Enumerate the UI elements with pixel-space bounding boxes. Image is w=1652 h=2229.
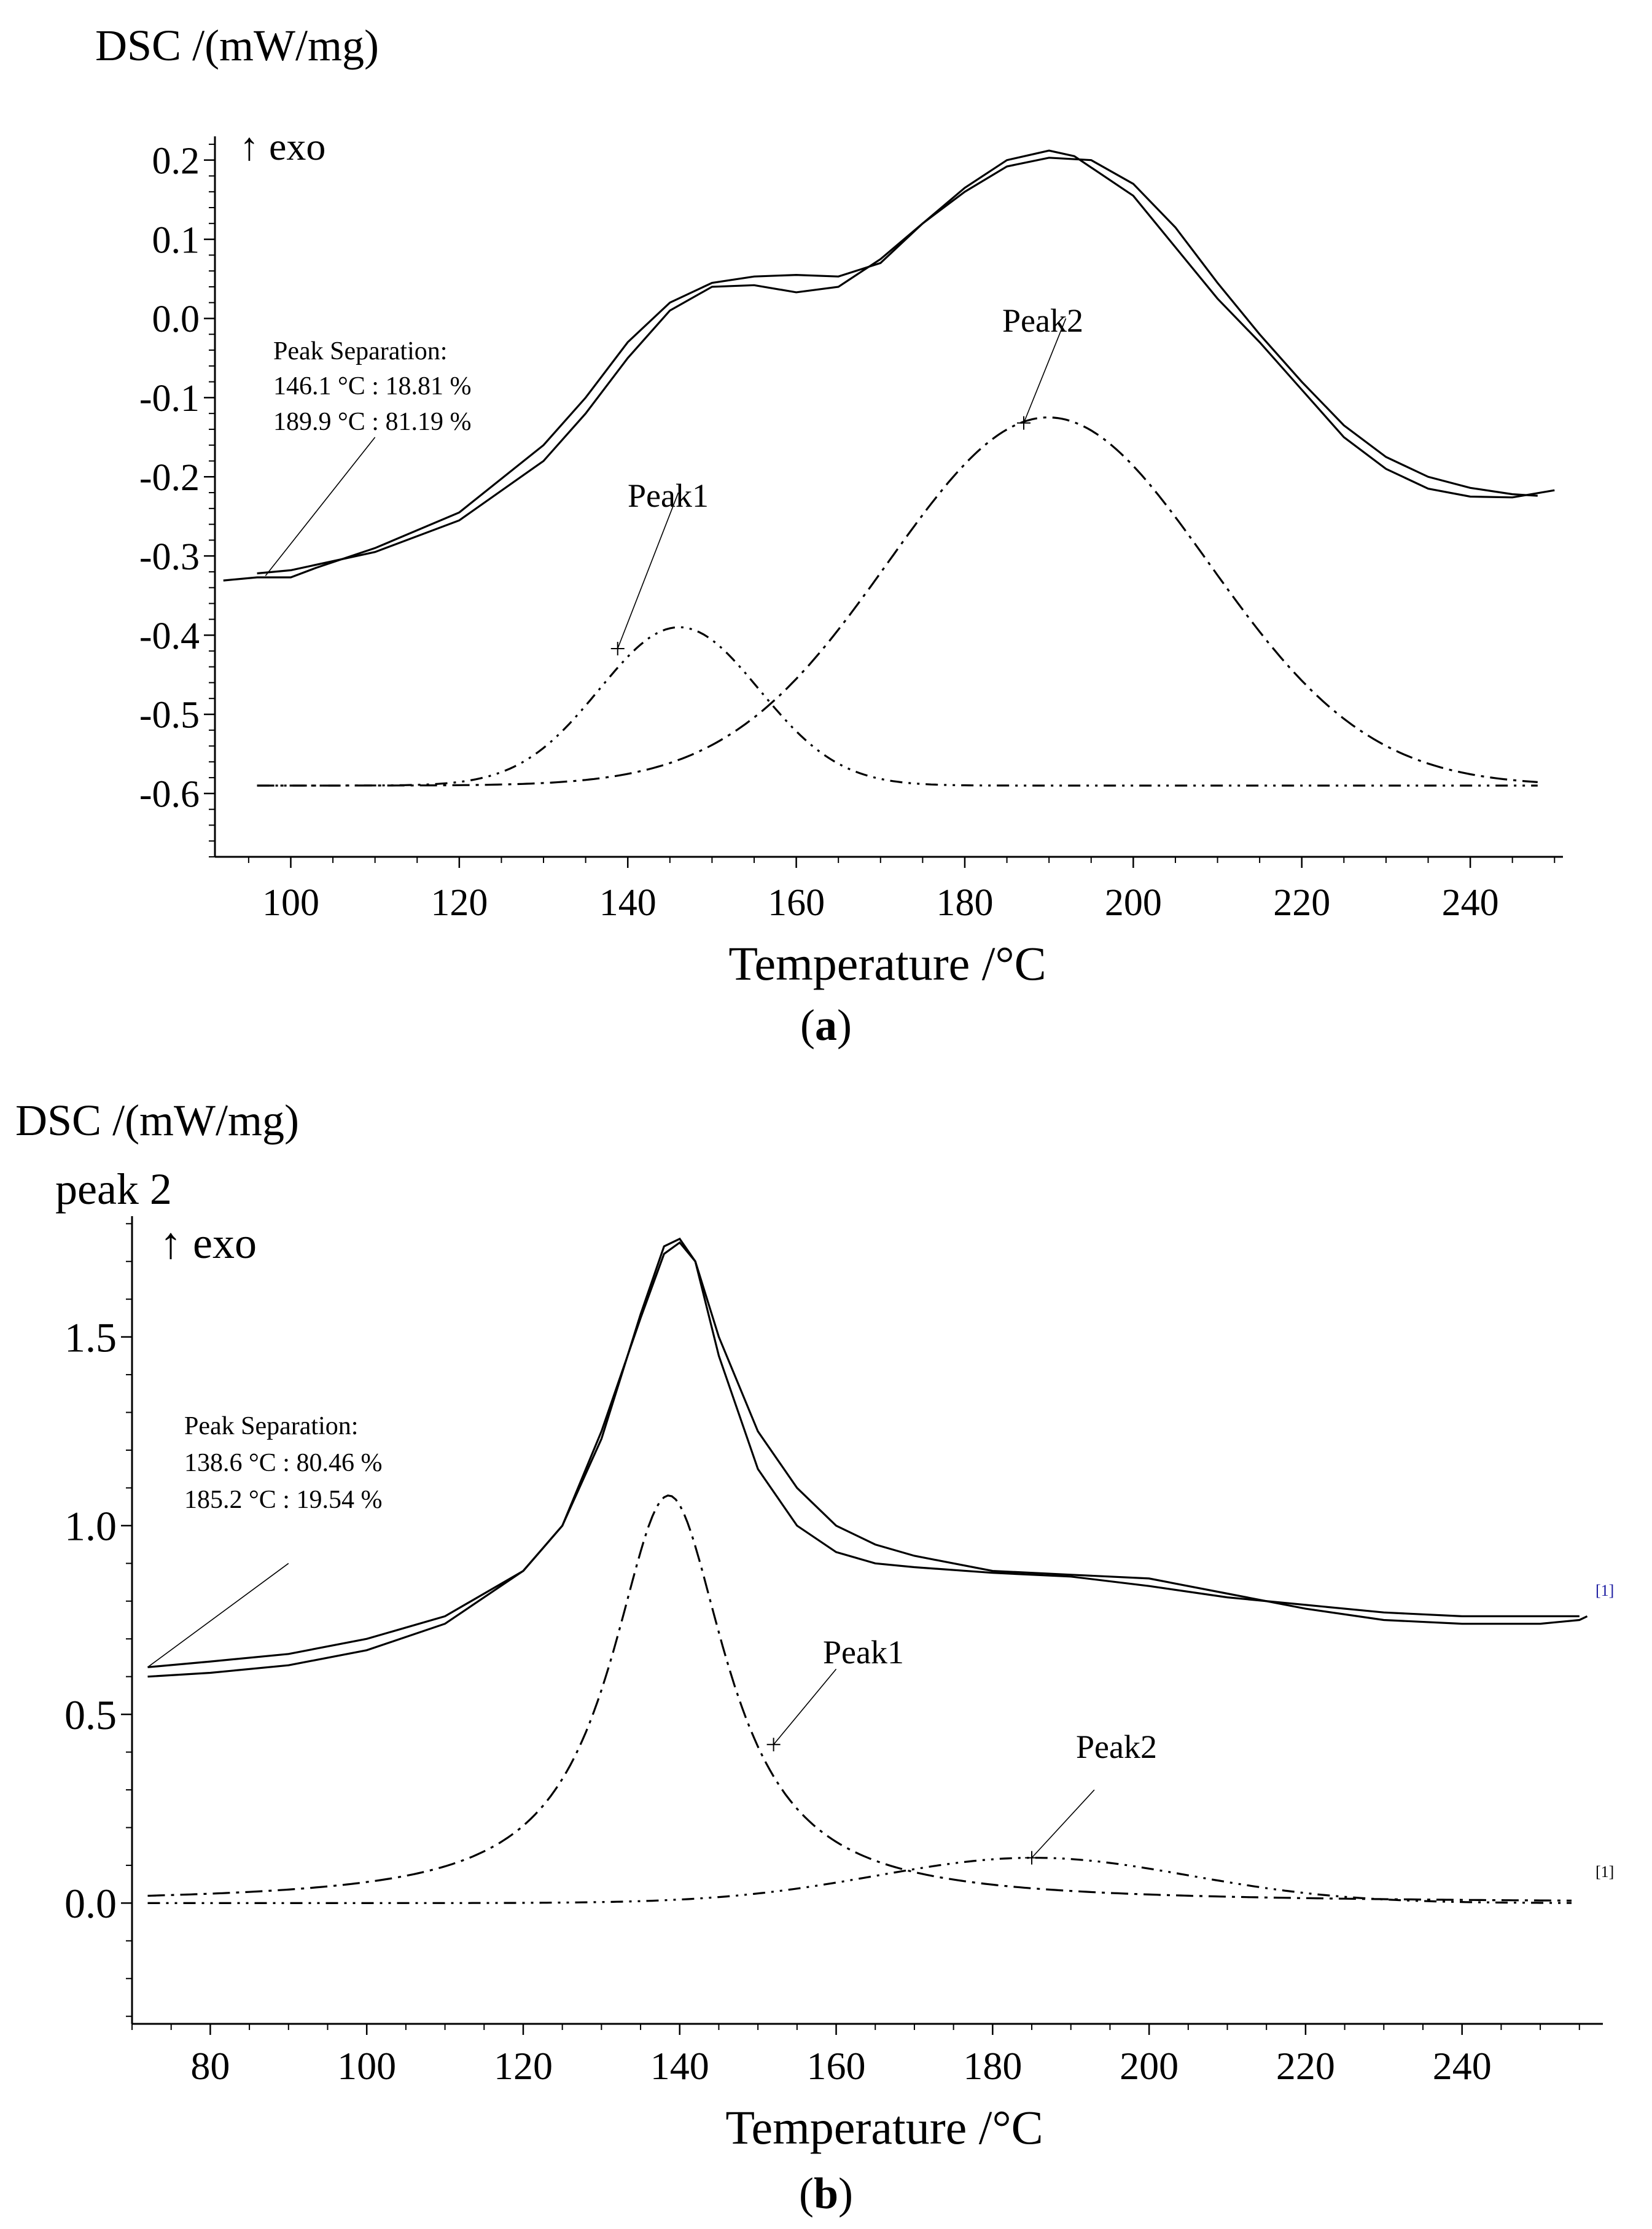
panel-a-peak-separation-box: Peak Separation: 146.1 °C : 18.81 % 189.… (273, 337, 471, 436)
y-tick-label: 0.0 (152, 299, 200, 340)
panel-a-peak1-label: Peak1 (628, 477, 709, 514)
y-tick-label: 0.0 (64, 1880, 117, 1927)
x-tick-label: 240 (1433, 2044, 1492, 2088)
y-tick-label: -0.6 (139, 774, 200, 816)
series-peak1 (147, 1494, 1572, 1902)
y-tick-label: -0.2 (139, 457, 200, 499)
panel-b-y-axis-title: DSC /(mW/mg) (15, 1096, 299, 1145)
x-tick-label: 140 (599, 882, 657, 924)
series-measured (223, 149, 1555, 582)
y-tick-label: 0.1 (152, 219, 200, 261)
y-tick-label: 0.5 (64, 1692, 117, 1738)
leader-line-peak2 (1023, 318, 1067, 423)
x-tick-label: 160 (768, 882, 825, 924)
series-fit (147, 1237, 1580, 1668)
series-fit (257, 157, 1538, 575)
x-tick-label: 220 (1273, 882, 1330, 924)
panel-b-peak2-label: Peak2 (1076, 1728, 1157, 1765)
panel-b-x-axis-title: Temperature /°C (725, 2101, 1043, 2154)
leader-line-peak1 (617, 492, 679, 649)
series-peak2 (257, 416, 1538, 787)
y-tick-label: -0.3 (139, 536, 200, 578)
x-tick-label: 200 (1105, 882, 1162, 924)
series-peak1 (257, 626, 1538, 787)
y-tick-label: 1.5 (64, 1314, 117, 1360)
panel-a-annotation-line-2: 189.9 °C : 81.19 % (273, 408, 471, 436)
x-tick-label: 220 (1276, 2044, 1335, 2088)
panel-b-caption-letter: b (814, 2169, 838, 2218)
y-tick-label: -0.1 (139, 378, 200, 420)
y-tick-label: -0.5 (139, 695, 200, 736)
x-tick-label: 120 (494, 2044, 553, 2088)
series-peak2 (147, 1857, 1572, 1904)
x-tick-label: 120 (431, 882, 488, 924)
panel-b-caption: (b) (799, 2169, 853, 2218)
leader-line-peak2 (1031, 1789, 1095, 1859)
x-tick-label: 180 (936, 882, 993, 924)
leader-line-sep (265, 437, 376, 576)
panel-a-annotation-title: Peak Separation: (273, 337, 447, 365)
panel-a-peak2-label: Peak2 (1002, 302, 1083, 339)
x-tick-label: 100 (262, 882, 319, 924)
panel-a-y-axis-title: DSC /(mW/mg) (95, 21, 379, 70)
panel-b-peak2-title: peak 2 (55, 1165, 172, 1214)
panel-a-caption: (a) (800, 1001, 852, 1050)
panel-a-annotation-line-1: 146.1 °C : 18.81 % (273, 372, 471, 400)
panel-a-axes: 100 120 140 160 180 200 220 240 0.2 0.1 0.0 -0.1 -0.… (139, 136, 1563, 924)
x-tick-label: 140 (650, 2044, 709, 2088)
panel-a-x-axis-title: Temperature /°C (728, 937, 1046, 990)
x-tick-label: 100 (337, 2044, 396, 2088)
panel-b-annotation-line-2: 185.2 °C : 19.54 % (184, 1486, 382, 1514)
panel-b-annotation-line-1: 138.6 °C : 80.46 % (184, 1449, 382, 1477)
leader-line-peak1 (773, 1668, 837, 1745)
panel-b-exo-label: ↑ exo (160, 1219, 257, 1268)
panel-a-caption-letter: a (815, 1001, 837, 1050)
x-tick-label: 80 (190, 2044, 230, 2088)
leader-line-sep (147, 1563, 289, 1668)
panel-a: DSC /(mW/mg) ↑ exo 100 120 140 160 180 200 220… (95, 21, 1563, 1050)
series-measured (147, 1241, 1588, 1678)
x-tick-label: 200 (1120, 2044, 1179, 2088)
y-tick-label: -0.4 (139, 615, 200, 657)
panel-b-plot-area (147, 1237, 1588, 1904)
x-tick-label: 180 (963, 2044, 1022, 2088)
x-tick-label: 160 (807, 2044, 866, 2088)
panel-b-end-marker-measured: [1] (1596, 1582, 1614, 1599)
panel-a-exo-label: ↑ exo (240, 125, 325, 168)
panel-b-peak-separation-box: Peak Separation: 138.6 °C : 80.46 % 185.… (184, 1412, 382, 1514)
y-tick-label: 0.2 (152, 140, 200, 182)
panel-a-plot-area (223, 149, 1555, 787)
y-tick-label: 1.0 (64, 1503, 117, 1550)
panel-b-annotation-title: Peak Separation: (184, 1412, 358, 1440)
panel-b-peak1-label: Peak1 (823, 1634, 904, 1671)
x-tick-label: 240 (1442, 882, 1499, 924)
panel-b-axes: 80 100 120 140 160 180 200 220 240 1.5 1.0 0.5 0.0 (64, 1216, 1603, 2088)
panel-b-end-marker-peaks: [1] (1596, 1863, 1614, 1881)
panel-b: DSC /(mW/mg) peak 2 ↑ exo 80 100 120 140 160… (15, 1096, 1614, 2218)
